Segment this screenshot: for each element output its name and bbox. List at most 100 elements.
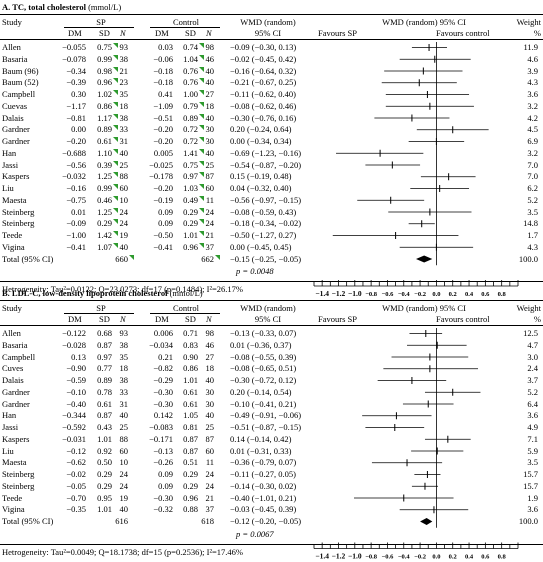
control-sd: 0.79 <box>183 100 198 111</box>
study-name: Dalais <box>2 112 24 123</box>
weight-value: 5.2 <box>527 386 538 397</box>
control-sd: 1.04 <box>183 53 198 64</box>
sp-n: 10 <box>119 457 129 468</box>
sp-flag-mark <box>113 125 118 131</box>
wmd-ci-text: −0.14 (−0.30, 0.02) <box>230 480 297 491</box>
weight-value: 4.6 <box>527 53 538 64</box>
heterogeneity-text: Hetrogeneity: Tau²=0.0122; Q=23.0273; df… <box>2 284 244 294</box>
forest-plot-svg: −1.4 −1.2 −1.0 −0.8 −0.6 −0.4 −0.2 0.0 0.2 0.4 0.6… <box>313 42 519 298</box>
study-name: Maesta <box>2 194 27 205</box>
sp-n: 25 <box>119 159 129 170</box>
control-sd: 0.75 <box>183 159 198 170</box>
weight-value: 6.2 <box>527 183 538 193</box>
sp-n: 24 <box>119 206 129 217</box>
x-tick-label: −0.8 <box>365 554 378 561</box>
sp-sd: 0.68 <box>97 328 112 338</box>
total-weight: 100.0 <box>518 253 538 264</box>
sp-sd: 0.61 <box>97 398 112 409</box>
study-name: Campbell <box>2 351 36 362</box>
weight-value: 15.7 <box>523 480 538 491</box>
study-name: Maesta <box>2 457 27 468</box>
forest-plot-a: A. TC, total cholesterol (mmol/L) Study SP… <box>0 0 543 298</box>
x-tick-label: −1.2 <box>332 289 346 298</box>
control-sd: 0.76 <box>183 77 198 88</box>
group1-underline <box>64 27 134 28</box>
weight-value: 1.7 <box>527 230 538 240</box>
wmd-ci-text: −0.03 (−0.45, 0.39) <box>230 504 297 515</box>
col-weight: Weight <box>516 303 541 313</box>
control-mean-diff: 0.09 <box>158 480 173 491</box>
group1-label: SP <box>96 17 106 27</box>
weight-value: 4.2 <box>527 112 538 123</box>
col-n1: N <box>120 314 126 324</box>
sp-sd: 0.87 <box>97 339 112 350</box>
study-name: Campbell <box>2 89 36 99</box>
control-sd: 0.71 <box>183 328 198 338</box>
col-plot: WMD (random) 95% CI <box>382 17 466 27</box>
sp-sd: 0.98 <box>97 65 112 76</box>
wmd-ci-text: −0.30 (−0.72, 0.12) <box>230 375 297 385</box>
x-tick-label: 0.8 <box>498 554 507 561</box>
control-n: 46 <box>205 53 215 64</box>
sp-mean-diff: 0.01 <box>71 206 86 217</box>
group1-underline <box>64 313 134 314</box>
wmd-ci-text: 0.04 (−0.32, 0.40) <box>230 183 292 193</box>
control-mean-diff: −0.29 <box>153 375 173 385</box>
study-name: Kaspers <box>2 171 30 182</box>
sp-sd: 0.77 <box>97 363 112 374</box>
favours-left: Favours SP <box>318 314 357 324</box>
sp-sd: 0.29 <box>97 469 112 479</box>
total-label: Total (95% CI) <box>2 516 54 526</box>
sp-mean-diff: −0.35 <box>66 504 86 515</box>
x-tick-label: 0.6 <box>481 554 490 561</box>
x-tick-label: 0.8 <box>498 291 507 298</box>
control-mean-diff: −0.30 <box>153 492 173 503</box>
sp-mean-diff: −0.05 <box>66 480 86 491</box>
total-diamond <box>416 255 433 263</box>
control-sd: 0.86 <box>183 363 198 374</box>
weight-value: 3.6 <box>527 410 538 421</box>
control-n: 24 <box>205 469 215 479</box>
x-tick-label: −0.6 <box>382 554 395 561</box>
sp-n: 23 <box>119 77 129 88</box>
sp-n: 10 <box>119 194 129 205</box>
x-tick-label: −0.2 <box>414 291 426 298</box>
control-n: 11 <box>205 194 214 205</box>
sp-n: 40 <box>119 504 129 515</box>
sp-n: 24 <box>119 469 129 479</box>
control-n: 24 <box>205 480 215 491</box>
weight-value: 6.9 <box>527 136 538 146</box>
control-mean-diff: −0.19 <box>153 194 173 205</box>
sp-mean-diff: −0.34 <box>66 65 86 76</box>
sp-sd: 1.01 <box>97 433 112 444</box>
group2-underline <box>150 313 220 314</box>
weight-value: 3.6 <box>527 89 538 99</box>
weight-value: 3.2 <box>527 147 538 158</box>
control-flag-mark <box>199 90 204 95</box>
sp-mean-diff: −0.12 <box>66 445 86 456</box>
weight-value: 3.2 <box>527 100 538 111</box>
sp-flag-mark <box>113 184 118 189</box>
sp-sd: 1.01 <box>97 504 112 515</box>
control-sd: 0.87 <box>183 433 198 444</box>
col-sd1: SD <box>99 28 110 38</box>
sp-n: 25 <box>119 422 129 432</box>
control-flag-mark <box>199 148 204 154</box>
sp-sd: 0.75 <box>97 42 112 52</box>
control-sd: 0.29 <box>183 469 198 479</box>
control-n: 60 <box>205 445 215 456</box>
control-sd: 0.97 <box>183 171 198 182</box>
study-name: Gardner <box>2 136 30 146</box>
weight-value: 4.3 <box>527 241 538 252</box>
x-tick-label: 0.2 <box>449 291 457 298</box>
control-flag-mark <box>199 207 204 213</box>
weight-value: 4.5 <box>527 124 538 135</box>
col-study: Study <box>2 17 22 27</box>
sp-sd: 1.42 <box>97 230 112 240</box>
sp-n: 38 <box>119 112 129 123</box>
control-sd: 0.76 <box>183 65 198 76</box>
control-mean-diff: −0.18 <box>153 65 173 76</box>
sp-sd: 0.50 <box>97 457 112 468</box>
total-control-n: 618 <box>201 516 214 526</box>
control-mean-diff: 0.41 <box>158 89 173 99</box>
